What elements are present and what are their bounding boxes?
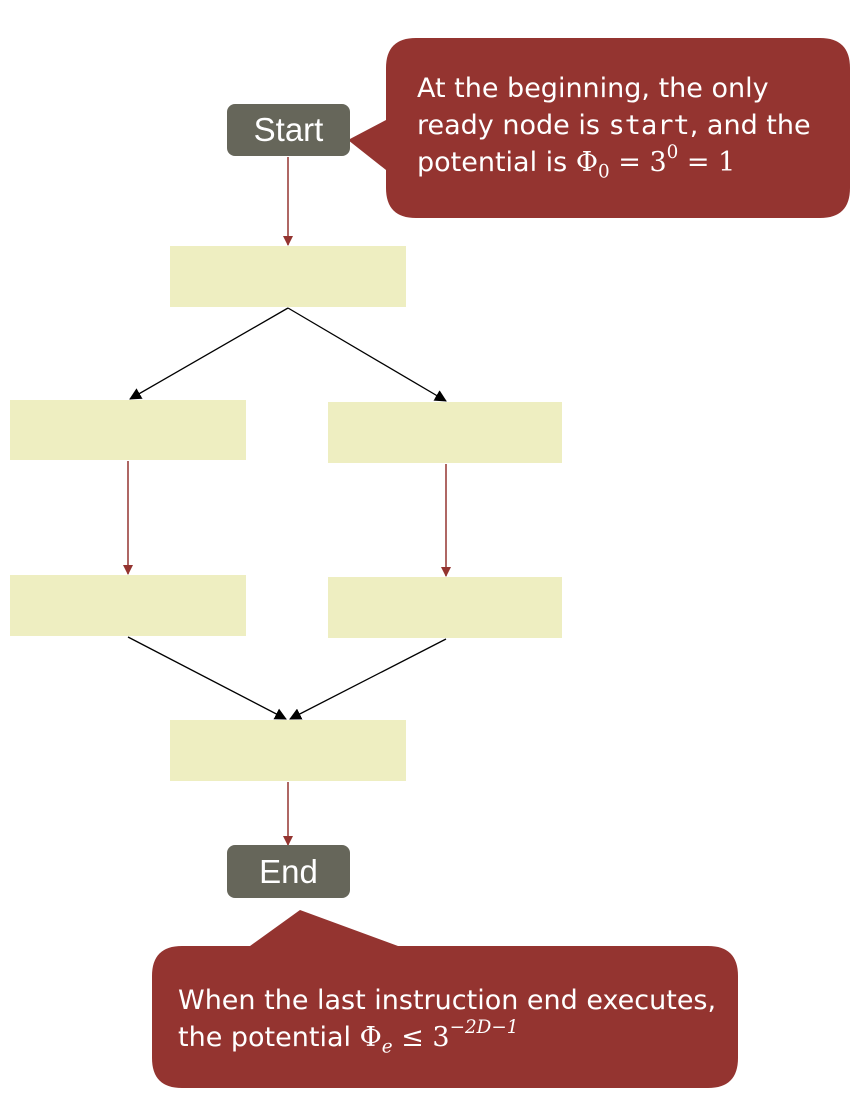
node-right-1 (328, 402, 562, 463)
edge-left2-to-merge (127, 636, 287, 720)
top-callout-text: At the beginning, the only ready node is… (417, 73, 811, 183)
node-left-2 (10, 575, 246, 636)
start-node: Start (227, 104, 350, 156)
node-merge (170, 720, 406, 781)
edge-node1-to-right (287, 307, 447, 402)
top-callout-bubble (348, 38, 850, 218)
node-1 (170, 246, 406, 307)
bottom-callout-text: When the last instruction end executes, … (178, 985, 717, 1058)
edge-node1-to-left (129, 307, 289, 400)
bottom-callout-bubble (152, 910, 738, 1088)
node-right-2 (328, 577, 562, 638)
edge-right2-to-merge (289, 638, 447, 720)
end-node: End (227, 845, 350, 898)
node-left-1 (10, 400, 246, 460)
